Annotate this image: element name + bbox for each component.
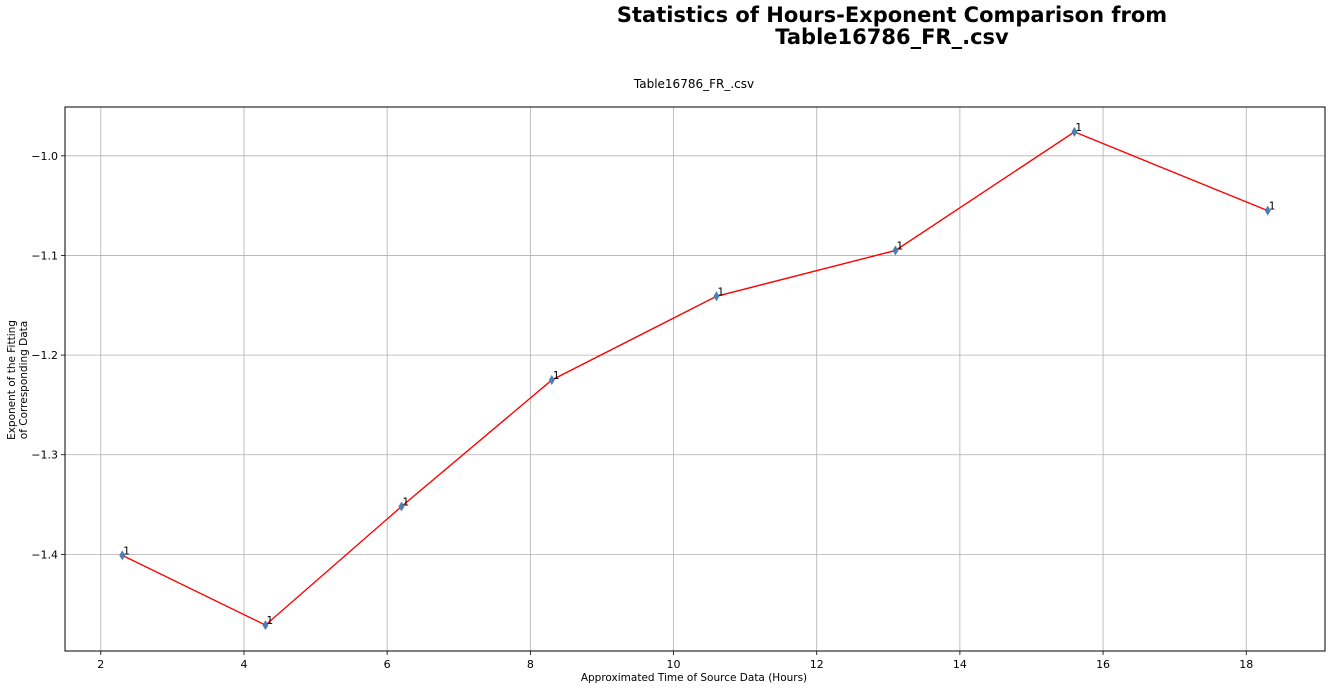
- x-tick-label: 6: [384, 658, 391, 671]
- data-point-label: 1: [402, 497, 409, 509]
- data-point-marker: [119, 550, 126, 561]
- data-point-label: 1: [1075, 122, 1082, 134]
- chart-title-line-1: Statistics of Hours-Exponent Comparison …: [617, 3, 1167, 27]
- data-point-label: 1: [553, 370, 560, 382]
- data-point-marker: [548, 374, 555, 385]
- data-point-marker: [713, 291, 720, 302]
- x-tick-label: 4: [240, 658, 247, 671]
- x-axis-label: Approximated Time of Source Data (Hours): [581, 672, 807, 684]
- chart-title-line-2: Table16786_FR_.csv: [775, 25, 1009, 49]
- y-tick-label: −1.0: [31, 150, 58, 163]
- data-point-label: 1: [717, 286, 724, 298]
- x-tick-label: 2: [97, 658, 104, 671]
- y-axis-label-line-2: of Corresponding Data: [18, 321, 30, 439]
- x-tick-label: 12: [810, 658, 824, 671]
- plot-frame: [64, 106, 1326, 652]
- data-point-label: 1: [1269, 201, 1276, 213]
- x-tick-label: 10: [667, 658, 681, 671]
- chart-subtitle: Table16786_FR_.csv: [633, 77, 754, 91]
- series: 1 1 1 1 1 1 1 1: [119, 122, 1276, 631]
- series-line: [121, 131, 1268, 626]
- x-tick-label: 18: [1239, 658, 1253, 671]
- x-tick-label: 8: [527, 658, 534, 671]
- y-tick-label: −1.2: [31, 349, 58, 362]
- data-point-marker: [1071, 126, 1078, 137]
- data-point-label: 1: [266, 615, 273, 627]
- data-point-marker: [398, 501, 405, 512]
- data-point-marker: [262, 620, 269, 631]
- axis-ticks: 2 4 6 8 10 12 14 16 18 −1.4 −1.3 −1.2 −1.1 −1.0: [31, 150, 1253, 671]
- y-tick-label: −1.4: [31, 548, 58, 561]
- grid-lines: [65, 107, 1325, 651]
- data-point-label: 1: [896, 240, 903, 252]
- data-point-marker: [1264, 205, 1271, 216]
- data-point-label: 1: [123, 545, 130, 557]
- y-axis-label-line-1: Exponent of the Fitting: [6, 320, 18, 440]
- x-tick-label: 14: [953, 658, 967, 671]
- data-point-marker: [892, 245, 899, 256]
- y-tick-label: −1.3: [31, 449, 58, 462]
- x-tick-label: 16: [1096, 658, 1110, 671]
- y-tick-label: −1.1: [31, 249, 58, 262]
- y-axis-label: Exponent of the Fitting of Corresponding…: [6, 320, 30, 440]
